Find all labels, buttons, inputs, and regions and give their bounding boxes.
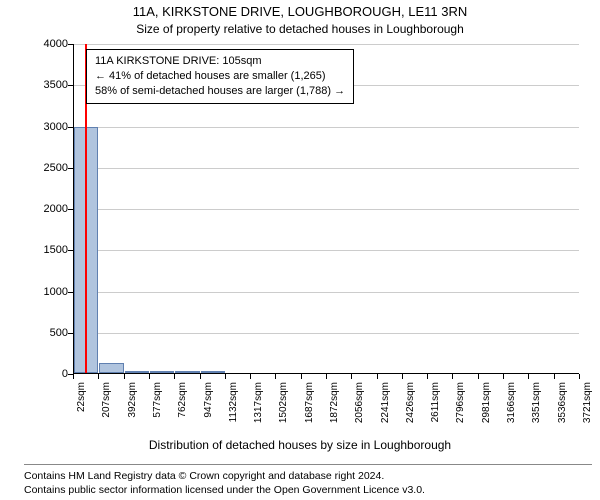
x-tick-label: 1502sqm xyxy=(278,382,289,432)
x-tick-label: 3351sqm xyxy=(531,382,542,432)
x-tick-label: 2981sqm xyxy=(481,382,492,432)
x-tick-label: 2426sqm xyxy=(405,382,416,432)
histogram-bar xyxy=(150,371,174,373)
callout-line2: ← 41% of detached houses are smaller (1,… xyxy=(95,69,345,84)
histogram-bar xyxy=(125,371,149,373)
histogram-bar xyxy=(175,371,199,373)
y-tick-label: 500 xyxy=(8,327,68,339)
y-tick-label: 1500 xyxy=(8,244,68,256)
chart-title-line1: 11A, KIRKSTONE DRIVE, LOUGHBOROUGH, LE11… xyxy=(0,4,600,19)
chart-title-line2: Size of property relative to detached ho… xyxy=(0,22,600,36)
callout-box: 11A KIRKSTONE DRIVE: 105sqm ← 41% of det… xyxy=(86,49,354,104)
footer-line1: Contains HM Land Registry data © Crown c… xyxy=(24,469,592,483)
x-tick-label: 577sqm xyxy=(152,382,163,432)
callout-line3: 58% of semi-detached houses are larger (… xyxy=(95,84,345,99)
footer-line2: Contains public sector information licen… xyxy=(24,483,592,497)
x-tick-label: 3166sqm xyxy=(506,382,517,432)
chart-container: 11A, KIRKSTONE DRIVE, LOUGHBOROUGH, LE11… xyxy=(0,0,600,500)
x-axis-label: Distribution of detached houses by size … xyxy=(0,438,600,452)
x-tick-label: 1132sqm xyxy=(228,382,239,432)
x-tick-label: 3721sqm xyxy=(582,382,593,432)
x-tick-label: 207sqm xyxy=(101,382,112,432)
plot-area: 11A KIRKSTONE DRIVE: 105sqm ← 41% of det… xyxy=(73,44,579,374)
callout-line1: 11A KIRKSTONE DRIVE: 105sqm xyxy=(95,54,345,69)
y-tick-label: 1000 xyxy=(8,286,68,298)
x-tick-label: 1872sqm xyxy=(329,382,340,432)
x-tick-label: 762sqm xyxy=(177,382,188,432)
histogram-bar xyxy=(99,363,123,373)
x-tick-label: 392sqm xyxy=(127,382,138,432)
y-tick-label: 2000 xyxy=(8,203,68,215)
y-tick-label: 2500 xyxy=(8,162,68,174)
x-tick-label: 1687sqm xyxy=(304,382,315,432)
x-tick-label: 947sqm xyxy=(203,382,214,432)
y-tick-label: 3000 xyxy=(8,121,68,133)
footer: Contains HM Land Registry data © Crown c… xyxy=(24,464,592,497)
histogram-bar xyxy=(201,371,225,373)
y-tick-label: 4000 xyxy=(8,38,68,50)
x-tick-label: 2241sqm xyxy=(380,382,391,432)
x-tick-label: 2796sqm xyxy=(455,382,466,432)
x-tick-label: 2056sqm xyxy=(354,382,365,432)
y-tick-label: 0 xyxy=(8,368,68,380)
x-tick-label: 1317sqm xyxy=(253,382,264,432)
x-tick-label: 2611sqm xyxy=(430,382,441,432)
y-tick-label: 3500 xyxy=(8,79,68,91)
x-tick-label: 22sqm xyxy=(76,382,87,432)
x-tick-label: 3536sqm xyxy=(557,382,568,432)
